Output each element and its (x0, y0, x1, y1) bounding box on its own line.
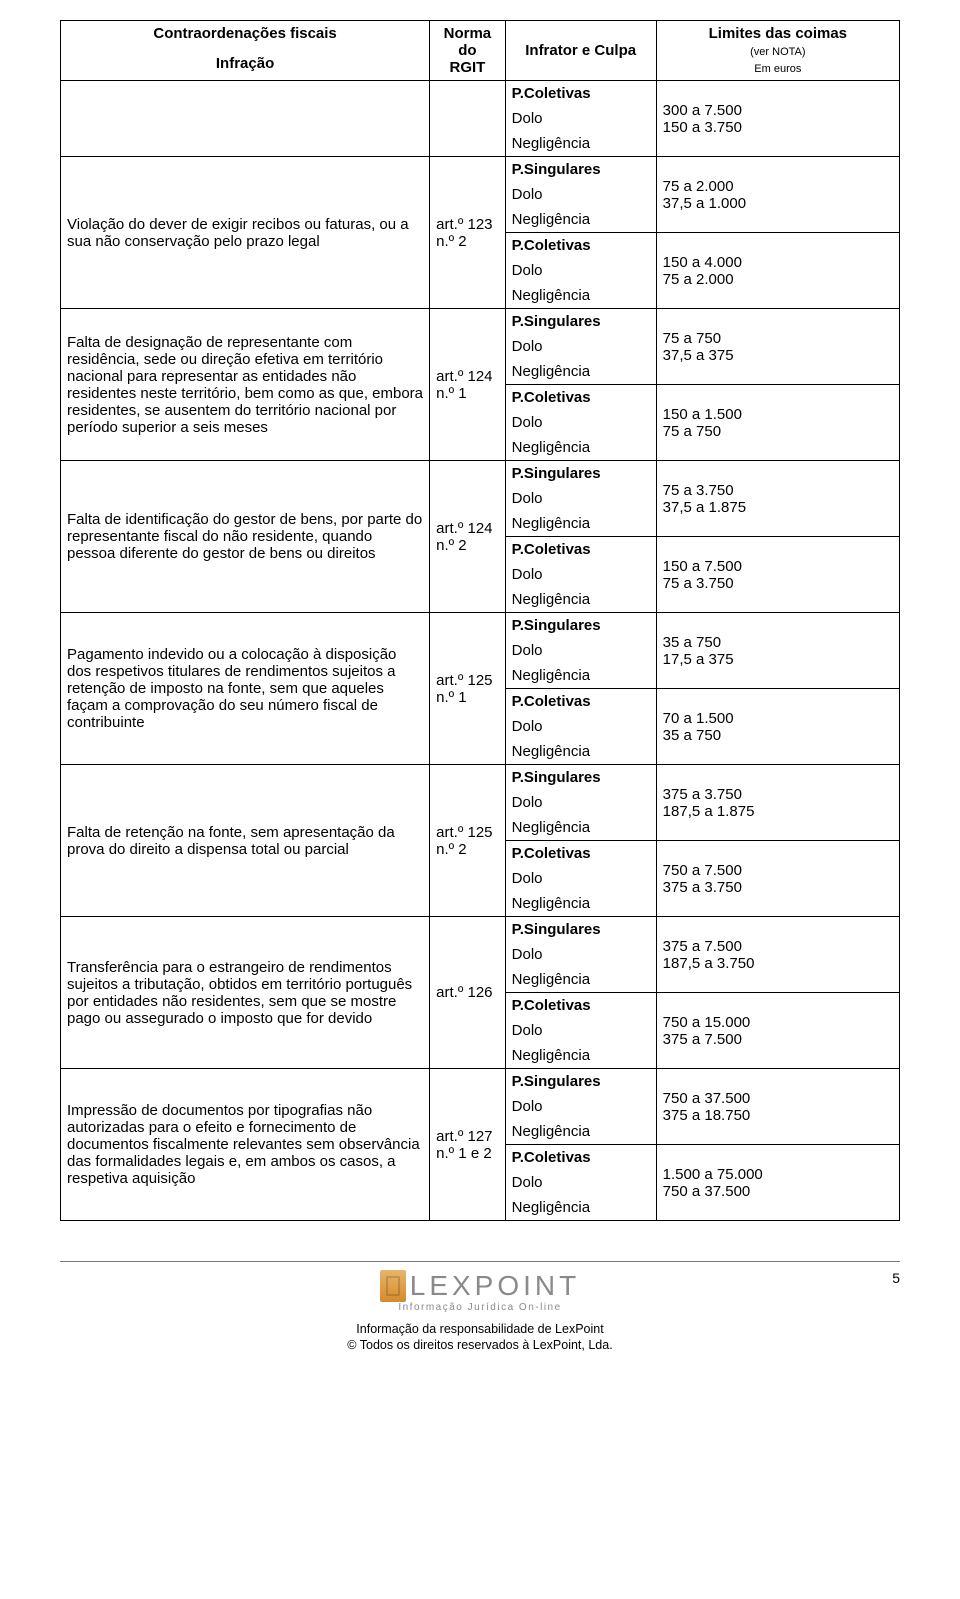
footer-line2: © Todos os direitos reservados à LexPoin… (347, 1338, 612, 1352)
infrator-negl: Negligência (505, 1119, 656, 1145)
coima-values: 75 a 3.75037,5 a 1.875 (656, 461, 899, 537)
infrator-negl: Negligência (505, 815, 656, 841)
infrator-dolo: Dolo (505, 562, 656, 587)
infrator-type: P.Coletivas (505, 841, 656, 867)
infracao-cell: Transferência para o estrangeiro de rend… (61, 917, 430, 1069)
logo: LEXPOINT (60, 1270, 900, 1302)
header-col4: Limites das coimas(ver NOTA)Em euros (656, 21, 899, 81)
infrator-dolo: Dolo (505, 638, 656, 663)
logo-subtitle: Informação Jurídica On-line (60, 1302, 900, 1313)
infracao-cell: Falta de identificação do gestor de bens… (61, 461, 430, 613)
infrator-dolo: Dolo (505, 866, 656, 891)
norma-cell: art.º 126 (430, 917, 506, 1069)
infrator-type: P.Coletivas (505, 537, 656, 563)
coima-values: 1.500 a 75.000750 a 37.500 (656, 1145, 899, 1221)
infracao-cell: Pagamento indevido ou a colocação à disp… (61, 613, 430, 765)
norma-cell: art.º 124 n.º 2 (430, 461, 506, 613)
coima-values: 375 a 7.500187,5 a 3.750 (656, 917, 899, 993)
norma-cell: art.º 127 n.º 1 e 2 (430, 1069, 506, 1221)
coima-values: 300 a 7.500150 a 3.750 (656, 81, 899, 157)
coima-values: 75 a 75037,5 a 375 (656, 309, 899, 385)
infrator-negl: Negligência (505, 1043, 656, 1069)
infrator-type: P.Singulares (505, 309, 656, 335)
footer-line1: Informação da responsabilidade de LexPoi… (356, 1322, 603, 1336)
infrator-type: P.Singulares (505, 765, 656, 791)
infrator-negl: Negligência (505, 1195, 656, 1221)
infrator-negl: Negligência (505, 511, 656, 537)
footer: 5 LEXPOINT Informação Jurídica On-line I… (60, 1261, 900, 1354)
infrator-negl: Negligência (505, 739, 656, 765)
infracao-cell: Falta de designação de representante com… (61, 309, 430, 461)
coima-values: 35 a 75017,5 a 375 (656, 613, 899, 689)
coima-values: 750 a 15.000375 a 7.500 (656, 993, 899, 1069)
infrator-dolo: Dolo (505, 714, 656, 739)
coima-values: 375 a 3.750187,5 a 1.875 (656, 765, 899, 841)
infrator-type: P.Coletivas (505, 233, 656, 259)
infrator-type: P.Coletivas (505, 1145, 656, 1171)
infrator-type: P.Coletivas (505, 993, 656, 1019)
infrator-negl: Negligência (505, 359, 656, 385)
infrator-dolo: Dolo (505, 106, 656, 131)
norma-cell: art.º 125 n.º 1 (430, 613, 506, 765)
infrator-dolo: Dolo (505, 1170, 656, 1195)
norma-cell: art.º 124 n.º 1 (430, 309, 506, 461)
coima-values: 150 a 4.00075 a 2.000 (656, 233, 899, 309)
coima-values: 150 a 7.50075 a 3.750 (656, 537, 899, 613)
coima-values: 150 a 1.50075 a 750 (656, 385, 899, 461)
infrator-dolo: Dolo (505, 1018, 656, 1043)
infrator-type: P.Singulares (505, 1069, 656, 1095)
logo-text: LEXPOINT (410, 1270, 580, 1302)
fiscal-table: Contraordenações fiscaisNormadoRGITInfra… (60, 20, 900, 1221)
infrator-dolo: Dolo (505, 334, 656, 359)
infracao-cell: Violação do dever de exigir recibos ou f… (61, 157, 430, 309)
infrator-type: P.Coletivas (505, 385, 656, 411)
coima-values: 750 a 37.500375 a 18.750 (656, 1069, 899, 1145)
infrator-negl: Negligência (505, 283, 656, 309)
infrator-dolo: Dolo (505, 182, 656, 207)
header-col2: NormadoRGIT (430, 21, 506, 81)
infrator-type: P.Singulares (505, 157, 656, 183)
infracao-cell (61, 81, 430, 157)
infrator-negl: Negligência (505, 891, 656, 917)
infrator-negl: Negligência (505, 587, 656, 613)
infrator-negl: Negligência (505, 967, 656, 993)
infrator-type: P.Coletivas (505, 81, 656, 107)
infrator-type: P.Coletivas (505, 689, 656, 715)
infrator-negl: Negligência (505, 207, 656, 233)
header-col1-title: Contraordenações fiscais (61, 21, 430, 51)
infrator-dolo: Dolo (505, 790, 656, 815)
infrator-dolo: Dolo (505, 258, 656, 283)
infrator-dolo: Dolo (505, 410, 656, 435)
infrator-type: P.Singulares (505, 613, 656, 639)
logo-icon (380, 1270, 406, 1302)
infrator-negl: Negligência (505, 435, 656, 461)
norma-cell: art.º 125 n.º 2 (430, 765, 506, 917)
page-number: 5 (892, 1270, 900, 1286)
coima-values: 750 a 7.500375 a 3.750 (656, 841, 899, 917)
norma-cell (430, 81, 506, 157)
infrator-negl: Negligência (505, 131, 656, 157)
infrator-type: P.Singulares (505, 461, 656, 487)
infrator-type: P.Singulares (505, 917, 656, 943)
infrator-dolo: Dolo (505, 942, 656, 967)
infracao-cell: Impressão de documentos por tipografias … (61, 1069, 430, 1221)
infrator-negl: Negligência (505, 663, 656, 689)
infrator-dolo: Dolo (505, 1094, 656, 1119)
norma-cell: art.º 123 n.º 2 (430, 157, 506, 309)
coima-values: 75 a 2.00037,5 a 1.000 (656, 157, 899, 233)
infrator-dolo: Dolo (505, 486, 656, 511)
infracao-cell: Falta de retenção na fonte, sem apresent… (61, 765, 430, 917)
header-col3: Infrator e Culpa (505, 21, 656, 81)
header-col1-sub: Infração (61, 51, 430, 81)
footer-text: Informação da responsabilidade de LexPoi… (60, 1321, 900, 1354)
coima-values: 70 a 1.50035 a 750 (656, 689, 899, 765)
